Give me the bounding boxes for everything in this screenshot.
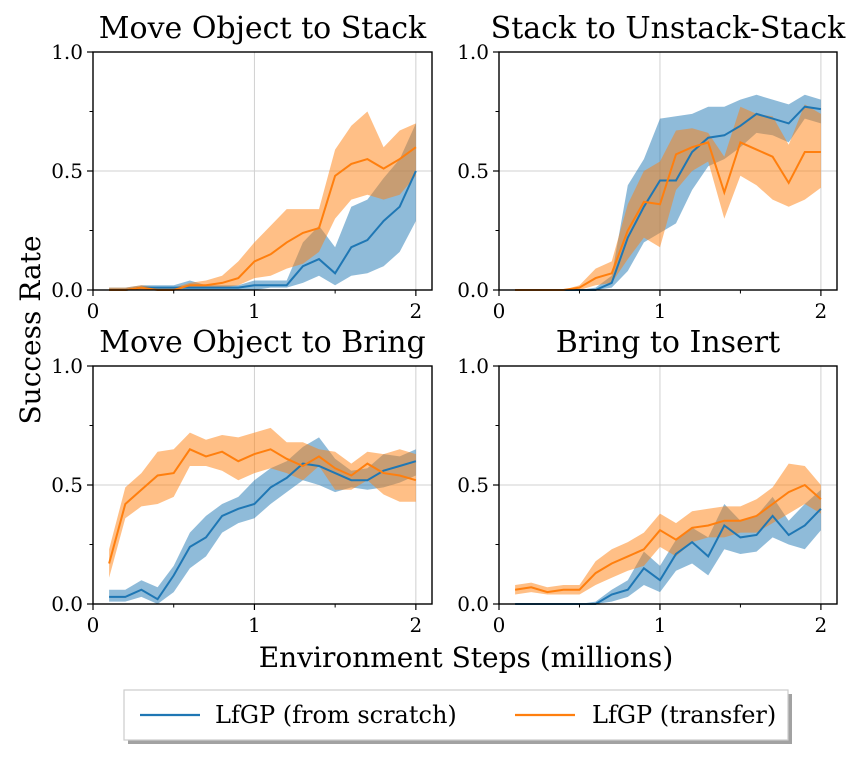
y-tick-label: 0.0 [51,278,83,302]
x-axis-label: Environment Steps (millions) [259,641,674,674]
band-series-1 [515,489,821,604]
legend: LfGP (from scratch) LfGP (transfer) [123,689,792,744]
x-tick-label: 0 [87,613,100,637]
x-tick-label: 1 [248,299,261,323]
band-series-2 [109,427,416,578]
x-tick-label: 1 [654,299,667,323]
x-tick-label: 0 [493,613,506,637]
subplot-title: Move Object to Bring [99,325,425,360]
subplot-title: Bring to Insert [556,325,780,360]
band-series-2 [515,104,821,291]
x-tick-label: 1 [654,613,667,637]
y-tick-label: 0.5 [457,473,489,497]
y-tick-label: 1.0 [457,354,489,378]
x-tick-label: 1 [248,613,261,637]
y-axis-label: Success Rate [14,235,47,424]
subplot-1: 0 1 2 0.0 0.5 1.0 Move Object to Stack [51,11,433,323]
line-series-2 [514,483,822,594]
y-tick-label: 0.0 [51,592,83,616]
x-tick-label: 2 [409,613,422,637]
band-series-2 [515,463,821,595]
x-tick-label: 2 [815,613,828,637]
subplot-3: 0 1 2 0.0 0.5 1.0 Move Object to Bring [51,325,433,637]
y-tick-label: 1.0 [457,40,489,64]
x-tick-label: 2 [409,299,422,323]
subplot-title: Stack to Unstack-Stack [491,11,846,46]
y-tick-label: 1.0 [51,354,83,378]
x-tick-label: 0 [87,299,100,323]
y-tick-label: 1.0 [51,40,83,64]
band-series-1 [109,123,416,291]
legend-label-from-scratch: LfGP (from scratch) [215,701,457,729]
line-series-1 [109,460,417,601]
subplot-grid: 0 1 2 0.0 0.5 1.0 Move Object to Stack 0 1 2 0.0 0.… [51,11,846,637]
line-series-2 [108,448,417,564]
x-tick-label: 2 [815,299,828,323]
y-tick-label: 0.0 [457,278,489,302]
y-tick-label: 0.0 [457,592,489,616]
line-series-1 [109,170,417,291]
y-tick-label: 0.5 [51,473,83,497]
y-tick-label: 0.5 [51,159,83,183]
subplot-4: 0 1 2 0.0 0.5 1.0 Bring to Insert [457,325,838,637]
y-tick-label: 0.5 [457,159,489,183]
x-tick-label: 0 [493,299,506,323]
legend-label-transfer: LfGP (transfer) [592,701,776,729]
legend-box [123,689,789,741]
band-series-2 [109,111,416,290]
subplot-title: Move Object to Stack [99,11,427,46]
